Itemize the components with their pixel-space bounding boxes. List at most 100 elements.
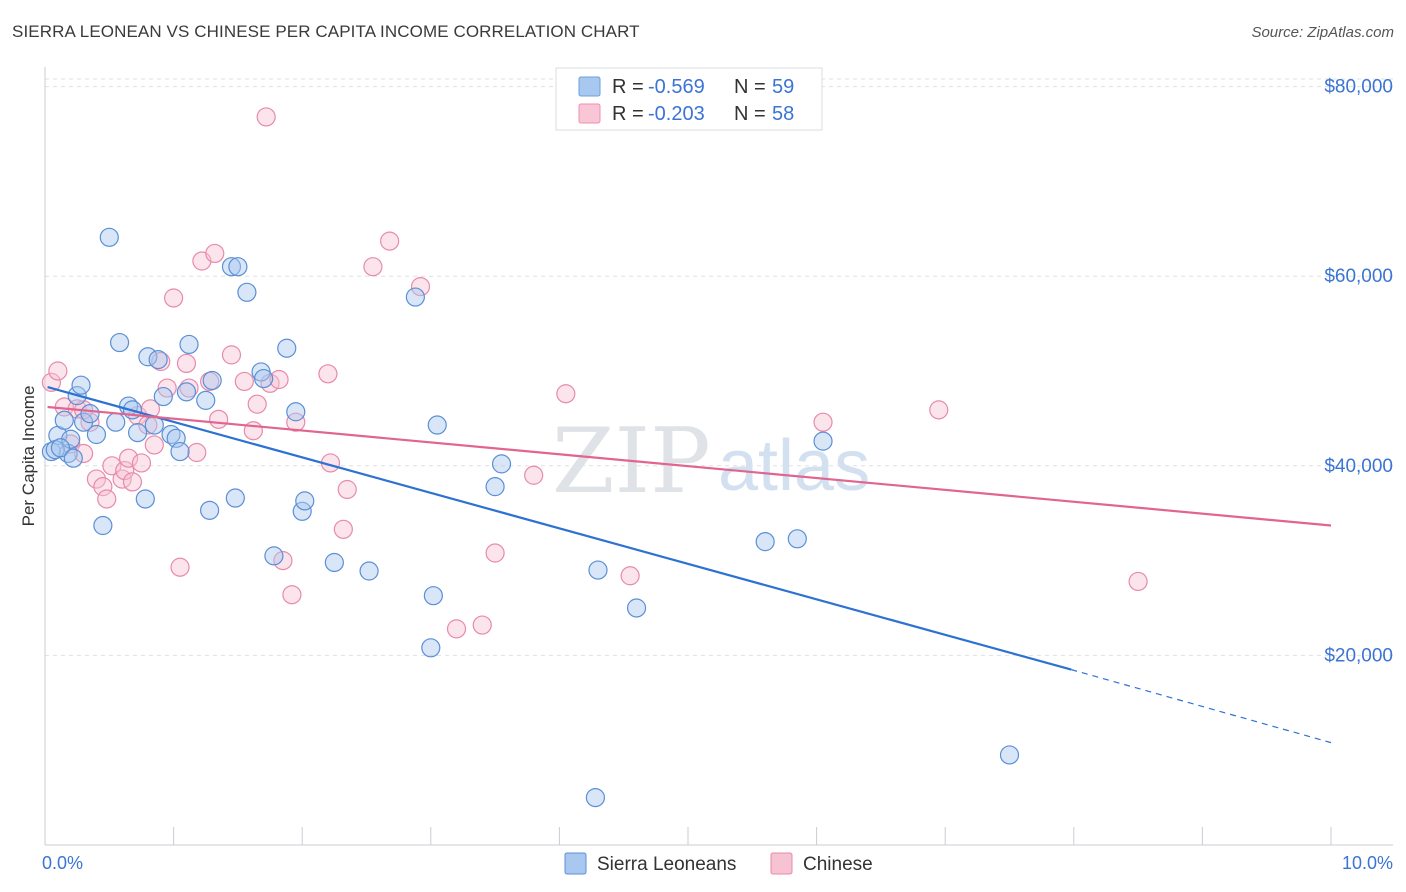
point-chinese xyxy=(97,489,117,509)
chart-title: SIERRA LEONEAN VS CHINESE PER CAPITA INC… xyxy=(12,22,640,41)
point-sierra-leoneans xyxy=(421,638,441,658)
point-chinese xyxy=(144,435,164,455)
point-chinese xyxy=(286,412,306,432)
y-axis-label: Per Capita Income xyxy=(19,386,38,527)
point-chinese xyxy=(102,456,122,476)
point-chinese xyxy=(337,479,357,500)
point-sierra-leoneans xyxy=(423,586,443,606)
point-chinese xyxy=(524,465,544,485)
point-chinese xyxy=(485,543,505,563)
trend-line-sierra-leoneans-projection xyxy=(1071,669,1332,744)
point-sierra-leoneans xyxy=(999,745,1020,765)
point-sierra-leoneans xyxy=(99,227,119,247)
point-sierra-leoneans xyxy=(86,424,107,445)
point-sierra-leoneans xyxy=(813,431,833,451)
point-chinese xyxy=(93,477,113,497)
point-chinese xyxy=(318,364,338,384)
point-sierra-leoneans xyxy=(254,368,274,389)
point-chinese xyxy=(41,372,62,392)
stats-n-value-blue: 59 xyxy=(772,76,794,98)
point-chinese xyxy=(221,345,242,365)
source-label: Source: ZipAtlas.com xyxy=(1251,24,1394,41)
x-tick-max: 10.0% xyxy=(1342,853,1393,873)
axes-layer: $20,000 $40,000 $60,000 $80,000 xyxy=(44,67,1393,846)
point-sierra-leoneans xyxy=(626,598,647,618)
point-sierra-leoneans xyxy=(71,375,91,395)
y-tick-label: $60,000 xyxy=(1324,266,1393,287)
point-chinese xyxy=(620,566,640,586)
legend-swatch-sierra-leoneans xyxy=(564,852,587,875)
point-sierra-leoneans xyxy=(106,412,126,432)
point-chinese xyxy=(410,277,431,297)
point-sierra-leoneans xyxy=(427,415,447,435)
point-sierra-leoneans xyxy=(202,370,222,391)
point-sierra-leoneans xyxy=(264,546,284,566)
point-chinese xyxy=(247,394,267,414)
point-chinese xyxy=(176,353,197,374)
trend-line-chinese xyxy=(47,405,1332,527)
point-chinese xyxy=(380,231,400,251)
point-sierra-leoneans xyxy=(277,338,297,358)
y-tick-label: $80,000 xyxy=(1324,77,1393,98)
point-sierra-leoneans xyxy=(50,438,71,458)
point-sierra-leoneans xyxy=(585,787,606,808)
y-tick-label: $20,000 xyxy=(1324,645,1393,666)
trend-line-sierra-leoneans xyxy=(47,386,1072,671)
point-chinese xyxy=(556,384,576,404)
point-sierra-leoneans xyxy=(148,350,168,370)
point-sierra-leoneans xyxy=(485,477,505,497)
stats-n-label-blue: N = xyxy=(734,76,766,98)
point-sierra-leoneans xyxy=(225,488,245,508)
point-chinese xyxy=(118,448,139,468)
point-sierra-leoneans xyxy=(295,491,315,511)
legend-label-chinese: Chinese xyxy=(803,854,873,875)
point-sierra-leoneans xyxy=(491,454,512,474)
point-chinese xyxy=(282,585,302,605)
point-chinese xyxy=(472,615,492,635)
stats-r-label-pink: R = xyxy=(612,103,644,125)
point-sierra-leoneans xyxy=(200,500,220,520)
point-sierra-leoneans xyxy=(228,257,248,277)
point-sierra-leoneans xyxy=(63,448,83,468)
point-chinese xyxy=(86,469,107,489)
legend: Sierra Leoneans Chinese xyxy=(564,852,873,875)
legend-label-sierra-leoneans: Sierra Leoneans xyxy=(597,854,736,875)
point-sierra-leoneans xyxy=(80,404,100,424)
point-sierra-leoneans xyxy=(54,410,74,430)
point-chinese xyxy=(234,371,254,392)
point-chinese xyxy=(115,460,135,481)
point-chinese xyxy=(187,442,207,463)
point-sierra-leoneans xyxy=(755,532,775,552)
point-sierra-leoneans xyxy=(127,423,148,443)
grid-layer xyxy=(45,78,1393,656)
stats-r-value-pink: -0.203 xyxy=(648,103,705,125)
point-sierra-leoneans xyxy=(405,287,425,307)
point-sierra-leoneans xyxy=(221,257,242,277)
point-chinese xyxy=(269,369,289,390)
point-chinese xyxy=(813,412,833,432)
point-sierra-leoneans xyxy=(196,390,216,410)
point-sierra-leoneans xyxy=(324,552,344,573)
point-chinese xyxy=(209,409,229,429)
x-tick-min: 0.0% xyxy=(42,853,83,873)
y-tick-label: $40,000 xyxy=(1324,456,1393,477)
point-sierra-leoneans xyxy=(359,561,379,581)
point-chinese xyxy=(333,519,353,539)
point-chinese xyxy=(1128,571,1148,592)
point-sierra-leoneans xyxy=(153,386,173,407)
stats-r-value-blue: -0.569 xyxy=(648,76,705,98)
point-chinese xyxy=(73,443,94,464)
stats-r-label-blue: R = xyxy=(612,76,644,98)
point-sierra-leoneans xyxy=(93,515,113,536)
stats-n-label-pink: N = xyxy=(734,103,766,125)
legend-swatch-chinese xyxy=(770,852,793,875)
stats-swatch-pink xyxy=(578,103,601,124)
point-chinese xyxy=(170,557,190,577)
point-chinese xyxy=(256,107,276,127)
trend-layer xyxy=(47,386,1332,744)
stats-swatch-blue xyxy=(578,76,601,97)
point-sierra-leoneans xyxy=(588,560,608,580)
point-sierra-leoneans xyxy=(179,334,199,355)
point-chinese xyxy=(273,550,293,571)
